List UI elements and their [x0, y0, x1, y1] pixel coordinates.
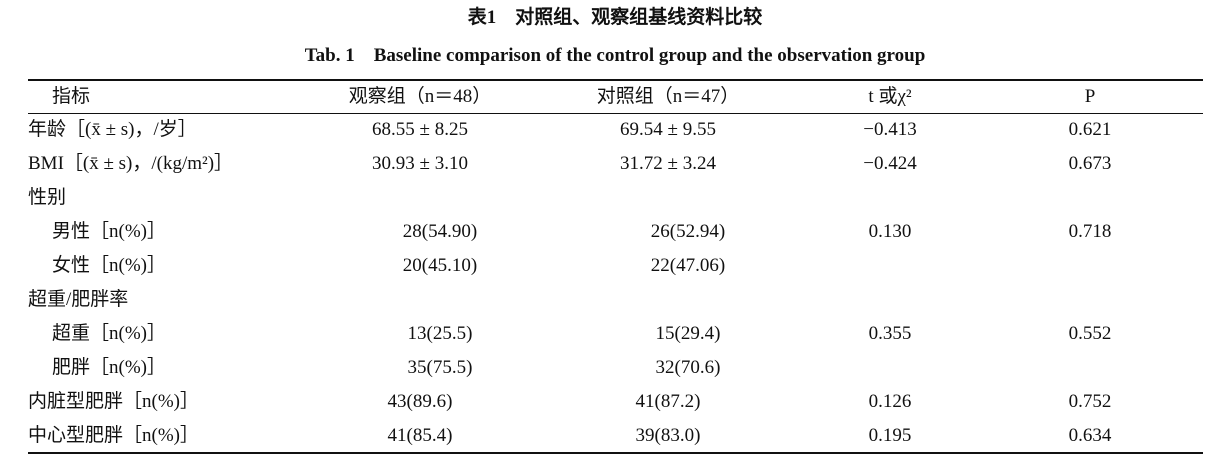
cell: 0.673 [1068, 153, 1112, 174]
column-header: 对照组（n＝47） [596, 86, 740, 107]
cell: −0.424 [863, 153, 917, 174]
column-header: 观察组（n＝48） [348, 86, 492, 107]
row-label: 超重/肥胖率 [28, 289, 129, 310]
cell: 0.355 [868, 323, 912, 344]
cell: 22(47.06) [650, 255, 726, 276]
cell: 0.718 [1068, 221, 1112, 242]
cell: 0.126 [868, 391, 912, 412]
column-header: t 或χ² [868, 86, 912, 107]
cell: 0.621 [1068, 119, 1112, 140]
cell: 41(85.4) [387, 425, 453, 446]
cell: 20(45.10) [402, 255, 478, 276]
column-header: P [1084, 86, 1096, 107]
sub-row-label: 超重［n(%)］ [52, 323, 166, 344]
sub-row-label: 肥胖［n(%)］ [52, 357, 166, 378]
cell: 28(54.90) [402, 221, 478, 242]
cell: 41(87.2) [635, 391, 701, 412]
cell: −0.413 [863, 119, 917, 140]
cell: 31.72 ± 3.24 [620, 153, 716, 174]
header-rule [28, 113, 1203, 114]
sub-row-label: 女性［n(%)］ [52, 255, 166, 276]
row-label: 年龄［(x̄ ± s)，/岁］ [28, 119, 197, 140]
cell: 39(83.0) [635, 425, 701, 446]
cell: 0.634 [1068, 425, 1112, 446]
title-cn: 表1 对照组、观察组基线资料比较 [467, 7, 763, 28]
row-label: 内脏型肥胖［n(%)］ [28, 391, 199, 412]
title-en: Tab. 1 Baseline comparison of the contro… [304, 45, 926, 66]
row-label: 性别 [28, 187, 67, 208]
top-rule [28, 79, 1203, 81]
sub-row-label: 男性［n(%)］ [52, 221, 166, 242]
cell: 15(29.4) [655, 323, 721, 344]
cell: 0.552 [1068, 323, 1112, 344]
cell: 26(52.94) [650, 221, 726, 242]
cell: 13(25.5) [407, 323, 473, 344]
column-header: 指标 [52, 86, 91, 107]
cell: 43(89.6) [387, 391, 453, 412]
cell: 0.195 [868, 425, 912, 446]
cell: 0.130 [868, 221, 912, 242]
cell: 68.55 ± 8.25 [372, 119, 468, 140]
cell: 0.752 [1068, 391, 1112, 412]
row-label: BMI［(x̄ ± s)，/(kg/m²)］ [28, 153, 234, 174]
cell: 69.54 ± 9.55 [620, 119, 716, 140]
cell: 32(70.6) [655, 357, 721, 378]
cell: 35(75.5) [407, 357, 473, 378]
row-label: 中心型肥胖［n(%)］ [28, 425, 199, 446]
bottom-rule [28, 452, 1203, 454]
cell: 30.93 ± 3.10 [372, 153, 468, 174]
